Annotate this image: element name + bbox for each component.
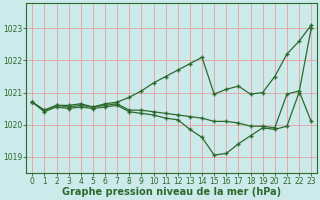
X-axis label: Graphe pression niveau de la mer (hPa): Graphe pression niveau de la mer (hPa) bbox=[62, 187, 281, 197]
